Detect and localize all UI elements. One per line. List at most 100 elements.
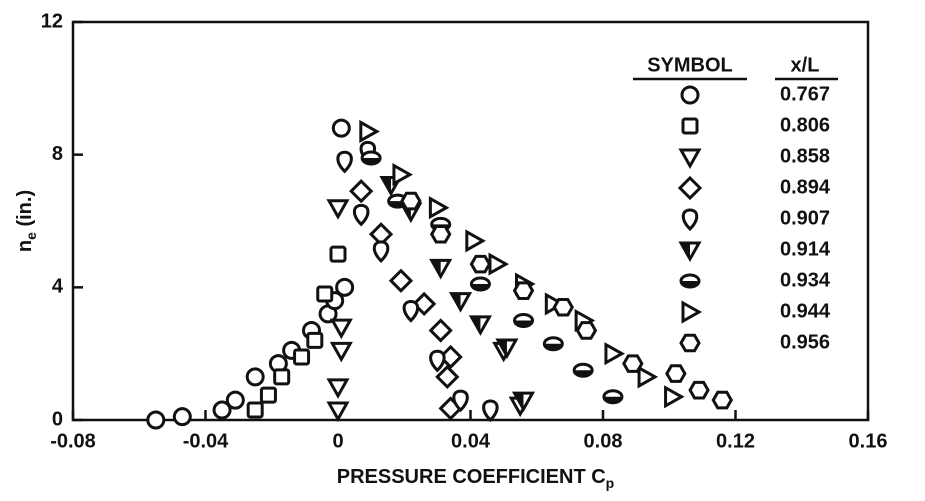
marker-shape xyxy=(335,277,355,297)
data-point xyxy=(246,401,264,419)
legend-label: 0.767 xyxy=(780,83,830,105)
x-tick-label: -0.08 xyxy=(50,430,96,452)
legend-symbol xyxy=(679,333,701,353)
data-point xyxy=(146,410,166,430)
data-point xyxy=(469,276,491,292)
data-point xyxy=(465,229,486,253)
marker-shape xyxy=(329,318,353,340)
data-point xyxy=(306,331,324,349)
legend-header: x/L xyxy=(791,54,820,76)
data-point xyxy=(429,224,452,244)
marker-shape xyxy=(428,318,453,343)
marker-shape xyxy=(428,196,450,220)
marker-shape xyxy=(512,281,535,300)
data-point xyxy=(335,277,355,297)
data-point xyxy=(572,362,594,378)
marker-shape xyxy=(435,364,460,390)
y-axis-label-sub: e xyxy=(23,232,39,240)
data-point xyxy=(400,191,422,211)
data-point xyxy=(428,318,453,343)
marker-fill xyxy=(681,281,699,287)
marker-shape xyxy=(452,389,469,413)
data-point xyxy=(326,199,350,220)
data-point xyxy=(664,385,685,409)
data-point xyxy=(512,281,535,300)
data-point xyxy=(349,179,374,204)
y-tick-label: 8 xyxy=(52,143,63,165)
marker-fill xyxy=(431,260,441,277)
data-point xyxy=(316,285,334,303)
marker-shape xyxy=(482,399,499,423)
x-tick-label: -0.04 xyxy=(183,430,229,452)
legend-symbol xyxy=(680,85,700,105)
x-axis-label-sub: p xyxy=(606,475,615,491)
marker-shape xyxy=(552,297,574,317)
marker-fill xyxy=(514,320,533,327)
marker-shape xyxy=(273,368,291,386)
data-point xyxy=(542,336,564,352)
legend-label: 0.907 xyxy=(780,207,830,229)
marker-shape xyxy=(622,354,644,373)
marker-shape xyxy=(465,229,486,253)
data-point xyxy=(331,118,351,138)
marker-shape xyxy=(392,163,413,187)
data-point xyxy=(329,341,353,363)
marker-shape xyxy=(412,291,437,317)
marker-shape xyxy=(306,331,324,349)
data-point xyxy=(429,258,453,280)
y-tick-label: 0 xyxy=(52,408,63,430)
legend-symbol xyxy=(677,175,703,201)
data-point xyxy=(412,291,437,317)
marker-shape xyxy=(388,268,414,293)
data-point xyxy=(688,380,710,400)
marker-shape xyxy=(212,400,232,420)
marker-shape xyxy=(429,224,452,244)
data-point xyxy=(392,163,413,187)
data-point xyxy=(452,389,469,413)
marker-shape xyxy=(245,367,265,387)
marker-shape xyxy=(326,378,350,399)
marker-shape xyxy=(331,118,351,138)
marker-fill xyxy=(574,370,593,377)
data-point xyxy=(360,150,382,166)
marker-shape xyxy=(172,407,192,427)
data-point xyxy=(329,318,353,340)
legend-label: 0.894 xyxy=(780,176,831,198)
marker-shape xyxy=(352,203,370,227)
x-tick-label: 0.04 xyxy=(451,430,491,452)
legend-label: 0.914 xyxy=(780,238,831,260)
marker-shape xyxy=(326,401,350,423)
marker-shape xyxy=(469,254,492,274)
data-point xyxy=(665,364,687,383)
data-point xyxy=(245,367,265,387)
legend-label: 0.944 xyxy=(780,300,831,322)
marker-shape xyxy=(329,341,353,363)
marker-shape xyxy=(372,240,390,263)
marker-shape xyxy=(678,148,702,170)
marker-shape xyxy=(681,117,699,135)
data-point xyxy=(511,391,536,413)
marker-shape xyxy=(664,385,685,409)
marker-shape xyxy=(400,191,422,211)
data-point xyxy=(435,364,460,390)
legend-label: 0.806 xyxy=(780,114,830,136)
data-point xyxy=(575,321,598,340)
marker-fill xyxy=(471,316,481,333)
legend-symbol xyxy=(681,300,703,324)
data-point xyxy=(352,203,370,227)
x-tick-label: 0.12 xyxy=(716,430,755,452)
marker-fill xyxy=(451,293,461,310)
data-point xyxy=(388,268,414,293)
marker-fill xyxy=(681,243,690,259)
legend-symbol xyxy=(681,208,699,232)
y-axis-label-main: n xyxy=(14,240,36,252)
y-tick-label: 12 xyxy=(41,10,63,32)
x-axis-label-main: PRESSURE COEFFICIENT C xyxy=(337,466,606,488)
data-point xyxy=(448,292,473,313)
y-tick-label: 4 xyxy=(52,276,64,298)
marker-shape xyxy=(575,321,598,340)
marker-shape xyxy=(688,380,710,400)
marker-fill xyxy=(382,177,391,194)
legend-label: 0.934 xyxy=(780,269,831,291)
